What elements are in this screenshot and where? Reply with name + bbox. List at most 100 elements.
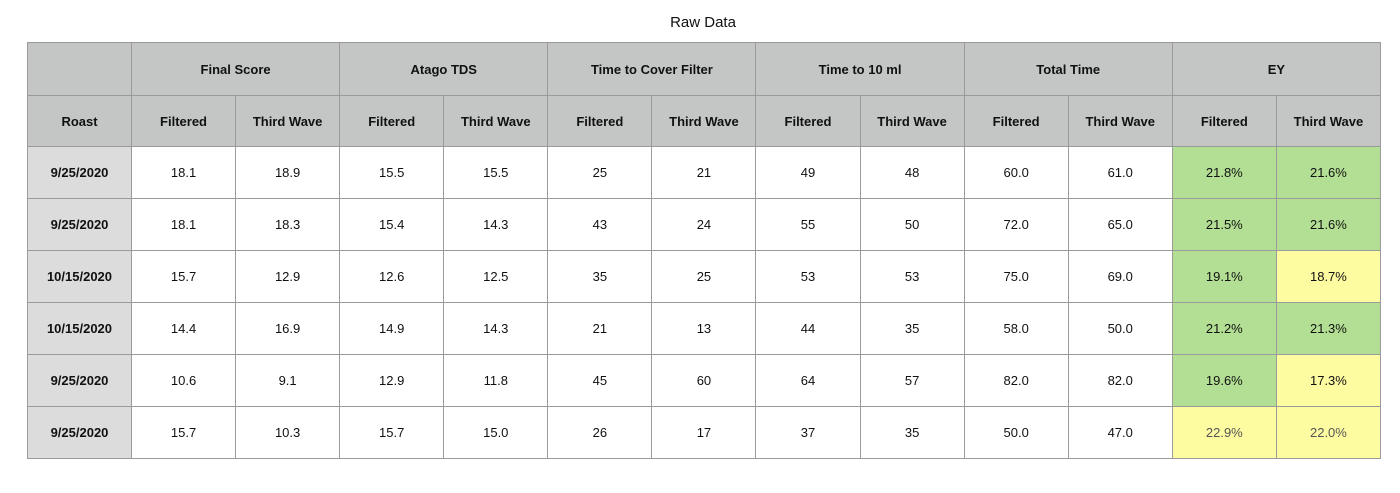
sub-header-ey-filtered: Filtered <box>1171 95 1277 147</box>
value-cell: 26 <box>547 406 653 459</box>
value-cell: 35 <box>859 302 965 355</box>
table-title: Raw Data <box>670 14 736 31</box>
ey-value-cell: 21.6% <box>1275 146 1382 199</box>
value-cell: 17 <box>651 406 757 459</box>
value-cell: 82.0 <box>963 354 1069 407</box>
group-header-time-to-10ml: Time to 10 ml <box>755 42 965 96</box>
group-header-row: Final Score Atago TDS Time to Cover Filt… <box>27 42 1382 96</box>
sub-header-row: Roast Filtered Third Wave Filtered Third… <box>27 95 1382 147</box>
value-cell: 12.9 <box>235 250 341 303</box>
ey-value-cell: 22.9% <box>1171 406 1277 459</box>
sub-header-atago-tds-filtered: Filtered <box>339 95 445 147</box>
value-cell: 14.4 <box>130 302 237 355</box>
sub-header-ey-third-wave: Third Wave <box>1275 95 1382 147</box>
sub-header-final-score-third-wave: Third Wave <box>235 95 341 147</box>
roast-date-cell: 9/25/2020 <box>27 146 132 199</box>
sub-header-total-time-third-wave: Third Wave <box>1067 95 1173 147</box>
value-cell: 55 <box>755 198 861 251</box>
table-row: 9/25/2020 10.6 9.1 12.9 11.8 45 60 64 57 82.0 82.0… <box>27 354 1382 407</box>
value-cell: 50.0 <box>963 406 1069 459</box>
ey-value-cell: 17.3% <box>1275 354 1382 407</box>
table-row: 9/25/2020 15.7 10.3 15.7 15.0 26 17 37 35 50.0 47.… <box>27 406 1382 459</box>
value-cell: 15.4 <box>339 198 445 251</box>
value-cell: 45 <box>547 354 653 407</box>
value-cell: 14.9 <box>339 302 445 355</box>
value-cell: 25 <box>547 146 653 199</box>
value-cell: 61.0 <box>1067 146 1173 199</box>
value-cell: 25 <box>651 250 757 303</box>
value-cell: 53 <box>859 250 965 303</box>
value-cell: 58.0 <box>963 302 1069 355</box>
value-cell: 82.0 <box>1067 354 1173 407</box>
value-cell: 10.6 <box>130 354 237 407</box>
group-header-total-time: Total Time <box>963 42 1173 96</box>
value-cell: 15.5 <box>443 146 549 199</box>
sub-header-final-score-filtered: Filtered <box>130 95 237 147</box>
value-cell: 10.3 <box>235 406 341 459</box>
value-cell: 35 <box>547 250 653 303</box>
ey-value-cell: 22.0% <box>1275 406 1382 459</box>
ey-value-cell: 21.5% <box>1171 198 1277 251</box>
value-cell: 44 <box>755 302 861 355</box>
value-cell: 50 <box>859 198 965 251</box>
value-cell: 15.0 <box>443 406 549 459</box>
table-row: 10/15/2020 15.7 12.9 12.6 12.5 35 25 53 53 75.0 69… <box>27 250 1382 303</box>
value-cell: 50.0 <box>1067 302 1173 355</box>
value-cell: 43 <box>547 198 653 251</box>
value-cell: 48 <box>859 146 965 199</box>
group-header-ey: EY <box>1171 42 1382 96</box>
ey-value-cell: 21.2% <box>1171 302 1277 355</box>
value-cell: 15.7 <box>130 406 237 459</box>
ey-value-cell: 21.3% <box>1275 302 1382 355</box>
value-cell: 18.1 <box>130 198 237 251</box>
value-cell: 15.5 <box>339 146 445 199</box>
value-cell: 12.6 <box>339 250 445 303</box>
value-cell: 35 <box>859 406 965 459</box>
sub-header-atago-tds-third-wave: Third Wave <box>443 95 549 147</box>
table-row: 10/15/2020 14.4 16.9 14.9 14.3 21 13 44 35 58.0 50… <box>27 302 1382 355</box>
value-cell: 60 <box>651 354 757 407</box>
value-cell: 11.8 <box>443 354 549 407</box>
value-cell: 9.1 <box>235 354 341 407</box>
roast-date-cell: 10/15/2020 <box>27 302 132 355</box>
value-cell: 47.0 <box>1067 406 1173 459</box>
value-cell: 64 <box>755 354 861 407</box>
group-header-final-score: Final Score <box>130 42 341 96</box>
table-body: 9/25/2020 18.1 18.9 15.5 15.5 25 21 49 48 60.0 61.… <box>27 146 1382 459</box>
ey-value-cell: 19.6% <box>1171 354 1277 407</box>
value-cell: 69.0 <box>1067 250 1173 303</box>
sub-header-10ml-third-wave: Third Wave <box>859 95 965 147</box>
value-cell: 72.0 <box>963 198 1069 251</box>
value-cell: 21 <box>547 302 653 355</box>
raw-data-table: Final Score Atago TDS Time to Cover Filt… <box>27 42 1382 459</box>
value-cell: 75.0 <box>963 250 1069 303</box>
roast-date-cell: 10/15/2020 <box>27 250 132 303</box>
table-row: 9/25/2020 18.1 18.9 15.5 15.5 25 21 49 48 60.0 61.… <box>27 146 1382 199</box>
value-cell: 57 <box>859 354 965 407</box>
value-cell: 14.3 <box>443 198 549 251</box>
sub-header-cover-filter-filtered: Filtered <box>547 95 653 147</box>
ey-value-cell: 18.7% <box>1275 250 1382 303</box>
value-cell: 14.3 <box>443 302 549 355</box>
value-cell: 18.3 <box>235 198 341 251</box>
value-cell: 37 <box>755 406 861 459</box>
value-cell: 49 <box>755 146 861 199</box>
value-cell: 12.5 <box>443 250 549 303</box>
roast-date-cell: 9/25/2020 <box>27 354 132 407</box>
corner-header <box>27 42 132 96</box>
value-cell: 60.0 <box>963 146 1069 199</box>
value-cell: 18.1 <box>130 146 237 199</box>
ey-value-cell: 21.6% <box>1275 198 1382 251</box>
table-row: 9/25/2020 18.1 18.3 15.4 14.3 43 24 55 50 72.0 65.… <box>27 198 1382 251</box>
value-cell: 13 <box>651 302 757 355</box>
value-cell: 65.0 <box>1067 198 1173 251</box>
roast-date-cell: 9/25/2020 <box>27 198 132 251</box>
roast-date-cell: 9/25/2020 <box>27 406 132 459</box>
group-header-time-to-cover-filter: Time to Cover Filter <box>547 42 757 96</box>
value-cell: 53 <box>755 250 861 303</box>
ey-value-cell: 19.1% <box>1171 250 1277 303</box>
group-header-atago-tds: Atago TDS <box>339 42 549 96</box>
value-cell: 16.9 <box>235 302 341 355</box>
sub-header-cover-filter-third-wave: Third Wave <box>651 95 757 147</box>
value-cell: 15.7 <box>339 406 445 459</box>
